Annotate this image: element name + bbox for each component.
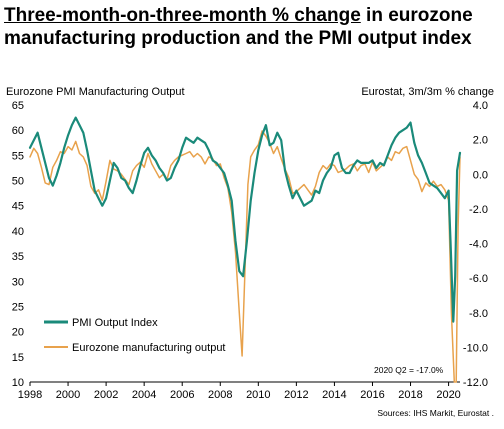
y-left-tick-label: 30 xyxy=(12,276,24,288)
y-right-tick-label: -8.0 xyxy=(469,308,488,320)
y-right-tick-label: -10.0 xyxy=(463,342,488,354)
chart-title-underlined: Three-month-on-three-month % change xyxy=(4,5,361,26)
chart-title-rest: in eurozone manufacturing production and… xyxy=(4,5,473,49)
legend-label-pmi: PMI Output Index xyxy=(72,317,158,329)
y-left-tick-label: 50 xyxy=(12,176,24,188)
x-tick-label: 2000 xyxy=(56,389,80,401)
y-right-tick-label: 2.0 xyxy=(473,135,488,147)
series-line-pmi-output-index xyxy=(28,116,462,323)
y-right-tick-label: -6.0 xyxy=(469,273,488,285)
legend: PMI Output Index Eurozone manufacturing … xyxy=(44,317,226,354)
y-left-axis-label: Eurozone PMI Manufacturing Output xyxy=(6,86,185,98)
x-tick-label: 2010 xyxy=(246,389,270,401)
y-right-tick-label: -2.0 xyxy=(469,204,488,216)
x-tick-label: 2014 xyxy=(322,389,346,401)
legend-label-eurostat: Eurozone manufacturing output xyxy=(72,342,226,354)
x-tick-label: 2002 xyxy=(94,389,118,401)
y-left-tick-label: 60 xyxy=(12,125,24,137)
y-left-tick-label: 65 xyxy=(12,100,24,112)
y-left-tick-label: 25 xyxy=(12,301,24,313)
y-right-tick-label: 4.0 xyxy=(473,100,488,112)
y-left-tick-label: 20 xyxy=(12,327,24,339)
y-left-tick-label: 40 xyxy=(12,226,24,238)
source-note: Sources: IHS Markit, Eurostat . xyxy=(377,408,494,418)
x-tick-label: 2018 xyxy=(398,389,422,401)
annotation-2020-q2: 2020 Q2 = -17.0% xyxy=(374,365,444,375)
y-right-tick-label: -12.0 xyxy=(463,377,488,389)
x-tick-label: 2020 xyxy=(436,389,460,401)
chart-axes: 1998 2000 2002 2004 2006 2008 2010 2012 2014 2016… xyxy=(12,100,488,401)
chart-series xyxy=(28,116,462,383)
y-left-tick-label: 10 xyxy=(12,377,24,389)
y-right-tick-label: 0.0 xyxy=(473,169,488,181)
x-tick-label: 2012 xyxy=(284,389,308,401)
y-left-tick-label: 45 xyxy=(12,201,24,213)
series-line-eurozone-manufacturing-output xyxy=(29,130,461,383)
x-tick-label: 2006 xyxy=(170,389,194,401)
y-right-tick-label: -4.0 xyxy=(469,239,488,251)
x-tick-label: 2004 xyxy=(132,389,156,401)
x-tick-label: 2008 xyxy=(208,389,232,401)
y-left-tick-label: 35 xyxy=(12,251,24,263)
chart-title: Three-month-on-three-month % change in e… xyxy=(4,4,500,50)
y-left-tick-label: 55 xyxy=(12,150,24,162)
x-tick-label: 1998 xyxy=(18,389,42,401)
y-right-axis-label: Eurostat, 3m/3m % change xyxy=(361,86,494,98)
y-left-tick-label: 15 xyxy=(12,352,24,364)
x-tick-label: 2016 xyxy=(360,389,384,401)
